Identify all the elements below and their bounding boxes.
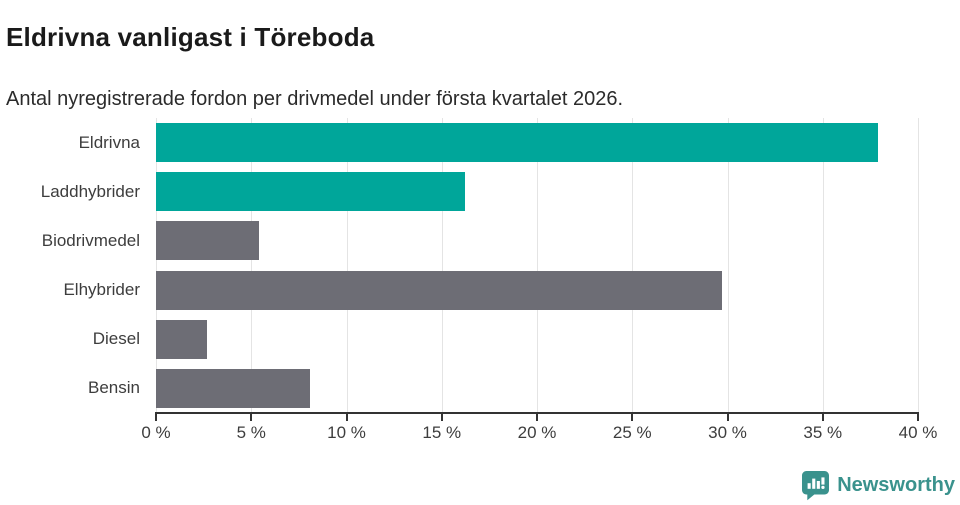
y-label-eldrivna: Eldrivna [78,132,140,152]
bar-elhybrider [156,270,722,310]
x-tick-0 [155,414,157,421]
gridline-15 [441,118,443,413]
gridline-20 [537,118,538,413]
bar-diesel [156,319,208,359]
gridline-10 [346,118,348,413]
x-tick-label-0: 0 % [141,423,171,442]
x-tick-label-30: 30 % [708,423,747,442]
x-tick-label-15: 15 % [422,423,462,442]
bar-bensin [156,368,311,408]
x-tick-20 [536,414,538,421]
bar-biodrivmedel [156,221,259,261]
newsworthy-branding: Newsworthy [801,470,955,501]
gridline-5 [251,118,253,413]
x-tick-10 [345,414,348,421]
chart-subtitle: Antal nyregistrerade fordon per drivmede… [6,88,624,110]
y-label-elhybrider: Elhybrider [63,280,140,300]
gridline-35 [822,118,824,413]
plot-area [156,118,919,413]
gridline-30 [727,118,729,413]
gridline-25 [632,118,634,413]
x-tick-label-5: 5 % [236,423,266,442]
x-tick-30 [726,414,729,421]
x-tick-25 [631,414,634,421]
bar-eldrivna [156,123,878,163]
bar-laddhybrider [156,172,465,212]
x-tick-label-25: 25 % [612,423,652,442]
x-tick-15 [440,414,443,421]
y-axis-labels: Eldrivna Laddhybrider Biodrivmedel Elhybrid… [0,118,148,413]
x-tick-5 [250,414,253,421]
x-tick-label-40: 40 % [898,423,938,442]
chart-title: Eldrivna vanligast i Töreboda [6,22,375,53]
gridline-40 [918,118,919,413]
y-label-biodrivmedel: Biodrivmedel [41,230,140,250]
x-tick-label-35: 35 % [803,423,843,442]
x-tick-label-10: 10 % [327,423,366,442]
y-label-bensin: Bensin [88,378,140,398]
x-tick-40 [917,414,919,421]
gridline-0 [156,118,157,413]
x-axis-line [155,412,919,414]
branding-name: Newsworthy [837,474,955,496]
x-tick-35 [821,414,824,421]
bar-chart-speech-bubble-icon [802,471,830,501]
x-tick-label-20: 20 % [517,423,557,442]
y-label-laddhybrider: Laddhybrider [40,181,140,201]
y-label-diesel: Diesel [92,329,140,349]
